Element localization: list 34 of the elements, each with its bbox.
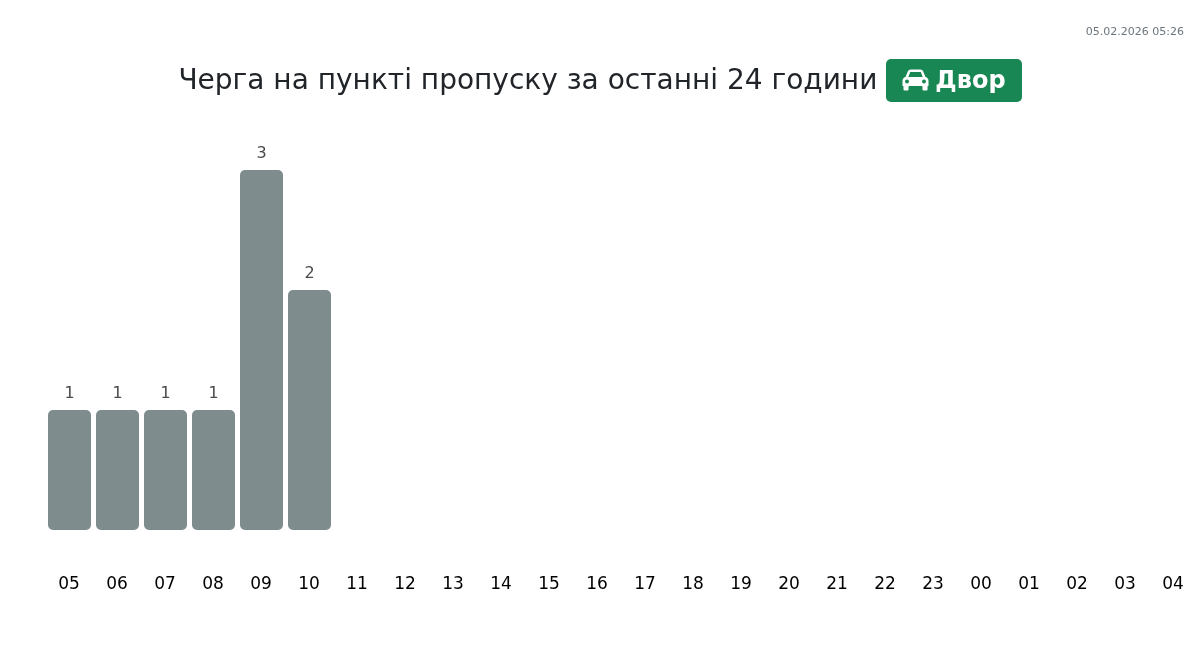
data-label: 1 [208, 383, 219, 402]
x-tick-label: 01 [1018, 573, 1040, 594]
x-tick-label: 20 [778, 573, 800, 594]
x-tick-label: 11 [346, 573, 368, 594]
x-tick-label: 18 [682, 573, 704, 594]
x-tick-label: 17 [634, 573, 656, 594]
data-label: 1 [64, 383, 75, 402]
chart-title: Черга на пункті пропуску за останні 24 години [178, 63, 878, 97]
x-tick-label: 22 [874, 573, 896, 594]
x-tick-label: 00 [970, 573, 992, 594]
data-label: 3 [256, 143, 267, 162]
x-tick-label: 15 [538, 573, 560, 594]
x-tick-label: 09 [250, 573, 272, 594]
x-tick-label: 10 [298, 573, 320, 594]
data-label: 1 [160, 383, 171, 402]
x-tick-label: 08 [202, 573, 224, 594]
x-tick-label: 14 [490, 573, 512, 594]
x-tick-label: 23 [922, 573, 944, 594]
text: 05.02.2026 05:26 [1085, 25, 1184, 39]
x-tick-label: 07 [154, 573, 176, 594]
x-tick-label: 05 [58, 573, 80, 594]
x-tick-label: 06 [106, 573, 128, 594]
x-tick-label: 12 [394, 573, 416, 594]
x-tick-label: 13 [442, 573, 464, 594]
x-tick-label: 21 [826, 573, 848, 594]
x-tick-label: 19 [730, 573, 752, 594]
data-label: 2 [304, 263, 315, 282]
badge: Двор [886, 58, 1022, 102]
x-tick-label: 16 [586, 573, 608, 594]
x-tick-label: 03 [1114, 573, 1136, 594]
x-tick-label: 02 [1066, 573, 1088, 594]
x-tick-label: 04 [1162, 573, 1184, 594]
data-label: 1 [112, 383, 123, 402]
chart-subtitle: Двор [935, 66, 1006, 94]
